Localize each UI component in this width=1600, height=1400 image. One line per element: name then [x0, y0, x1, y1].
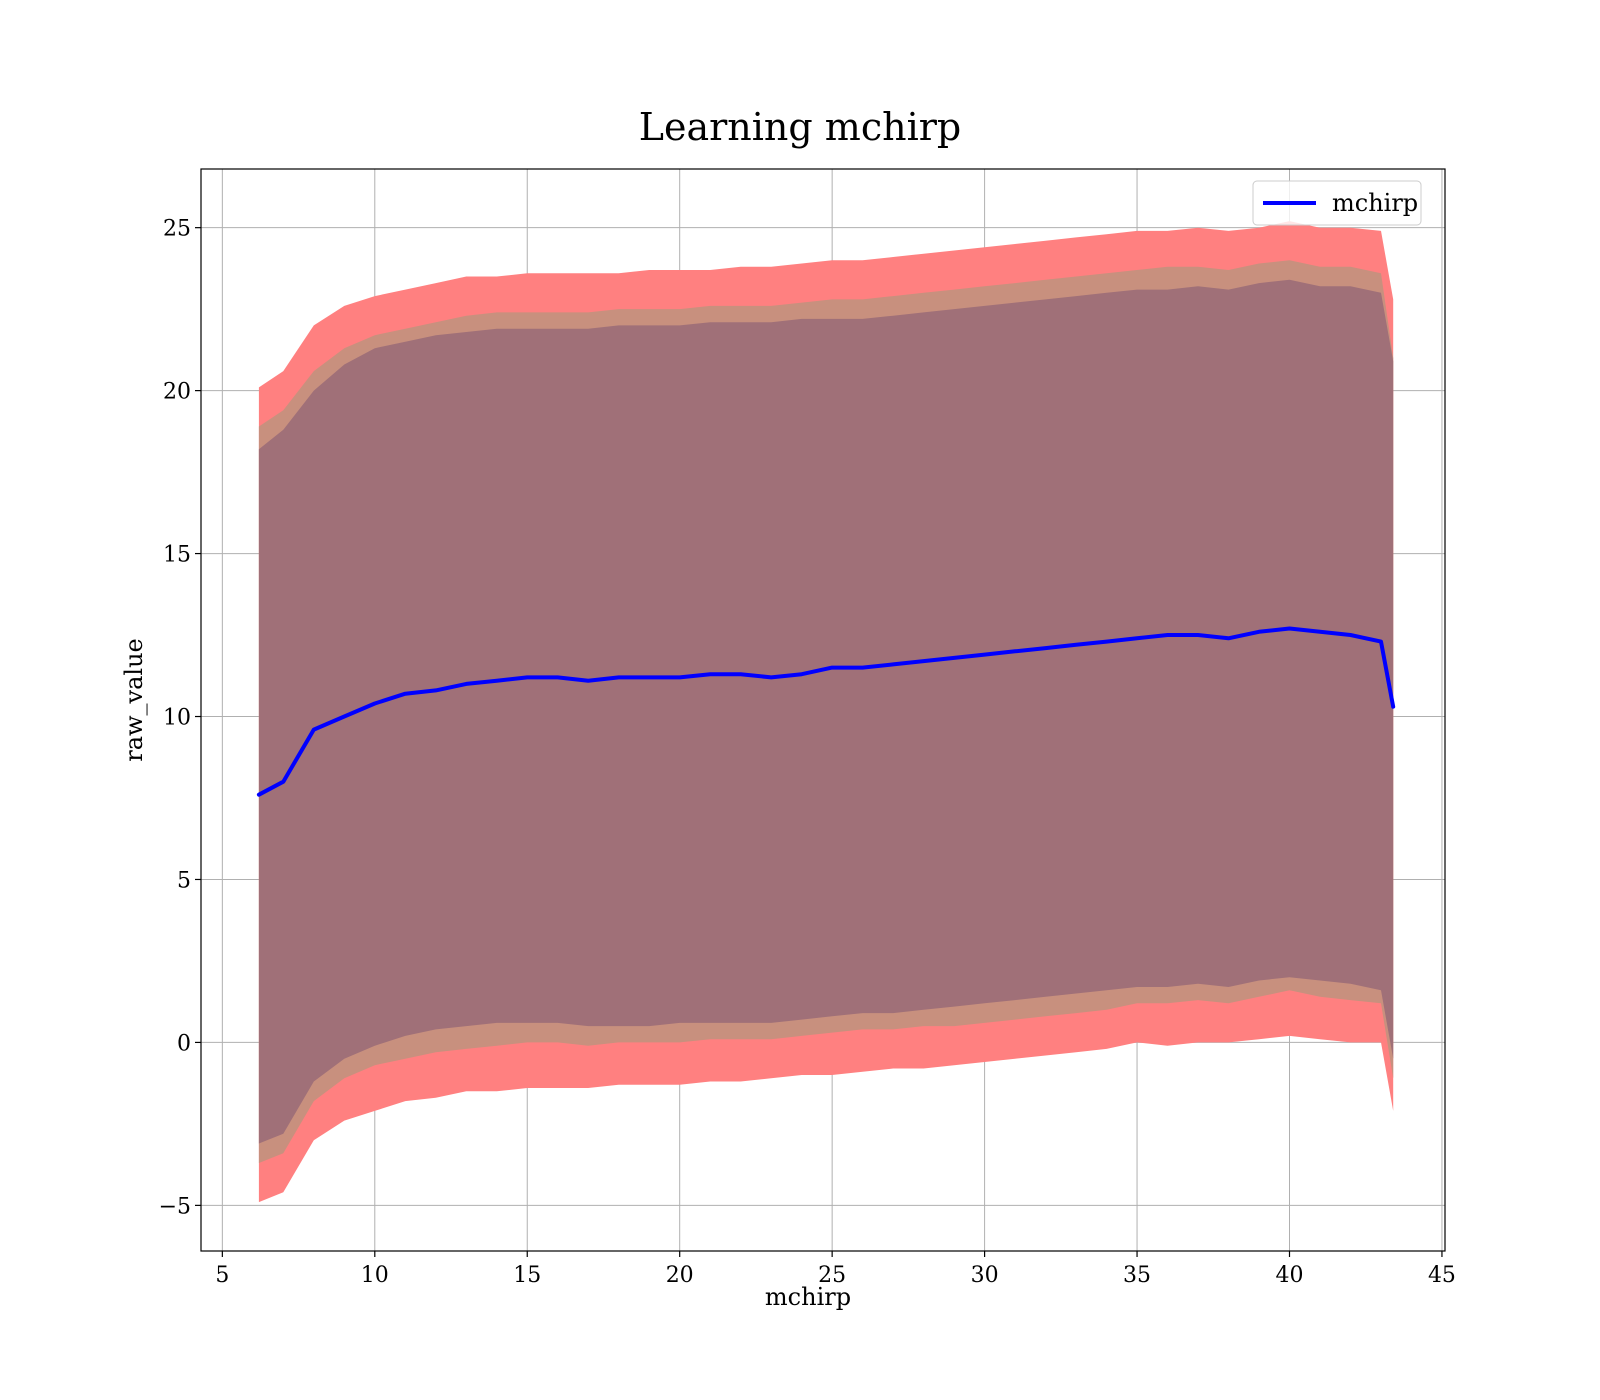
x-tick-label: 45	[1428, 1263, 1456, 1288]
series-line-mchirp	[256, 626, 1396, 797]
x-axis-ticks: 5 10 15 20 25 30 35 40 45	[215, 1251, 1456, 1288]
y-tick-label: −5	[159, 1194, 191, 1219]
x-axis-label: mchirp	[765, 1283, 851, 1311]
confidence-bands	[258, 221, 1394, 1203]
y-tick-label: 15	[163, 543, 191, 568]
x-tick-label: 35	[1123, 1263, 1151, 1288]
legend: mchirp	[1252, 180, 1422, 226]
chart-title: Learning mchirp	[639, 105, 961, 149]
y-axis-label: raw_value	[120, 638, 148, 762]
x-tick-label: 10	[361, 1263, 389, 1288]
y-tick-label: 20	[163, 380, 191, 405]
x-tick-label: 30	[971, 1263, 999, 1288]
x-tick-label: 25	[818, 1263, 846, 1288]
band-inner	[258, 279, 1394, 1144]
y-tick-label: 0	[177, 1031, 191, 1056]
x-tick-label: 40	[1276, 1263, 1304, 1288]
y-axis-ticks: −5 0 5 10 15 20 25	[159, 217, 201, 1219]
x-tick-label: 15	[513, 1263, 541, 1288]
y-tick-label: 10	[163, 706, 191, 731]
y-tick-label: 25	[163, 217, 191, 242]
series-lines	[256, 626, 1396, 797]
plot-frame	[200, 168, 1446, 1252]
x-tick-label: 5	[215, 1263, 229, 1288]
y-tick-label: 5	[177, 868, 191, 893]
legend-box	[1252, 180, 1422, 226]
legend-label: mchirp	[1332, 189, 1418, 217]
x-tick-label: 20	[666, 1263, 694, 1288]
